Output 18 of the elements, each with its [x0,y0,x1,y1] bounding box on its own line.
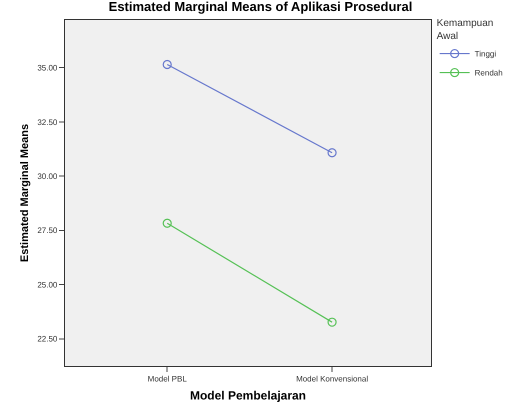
point [327,318,337,327]
y-tick-label: 22.50 [37,334,58,344]
x-tick-label: Model Konvensional [296,374,368,384]
y-tick-label: 27.50 [37,226,58,236]
y-tick-label: 35.00 [37,64,58,73]
x-axis-title: Model Pembelajaran [190,388,306,402]
x-tick-label: Model PBL [148,374,188,384]
point [162,60,172,70]
y-tick-label: 25.00 [37,280,58,290]
y-tick-label: 30.00 [37,172,58,181]
chart-title: Estimated Marginal Means of Aplikasi Prosedural [108,0,412,14]
y-axis-title: Estimated Marginal Means [19,124,32,262]
legend-label: Tinggi [474,50,496,59]
legend-label: Rendah [474,68,503,78]
legend-title: Kemampuan Awal [436,18,494,42]
y-tick-label: 32.50 [37,118,58,127]
point [327,148,337,158]
point [162,218,172,228]
